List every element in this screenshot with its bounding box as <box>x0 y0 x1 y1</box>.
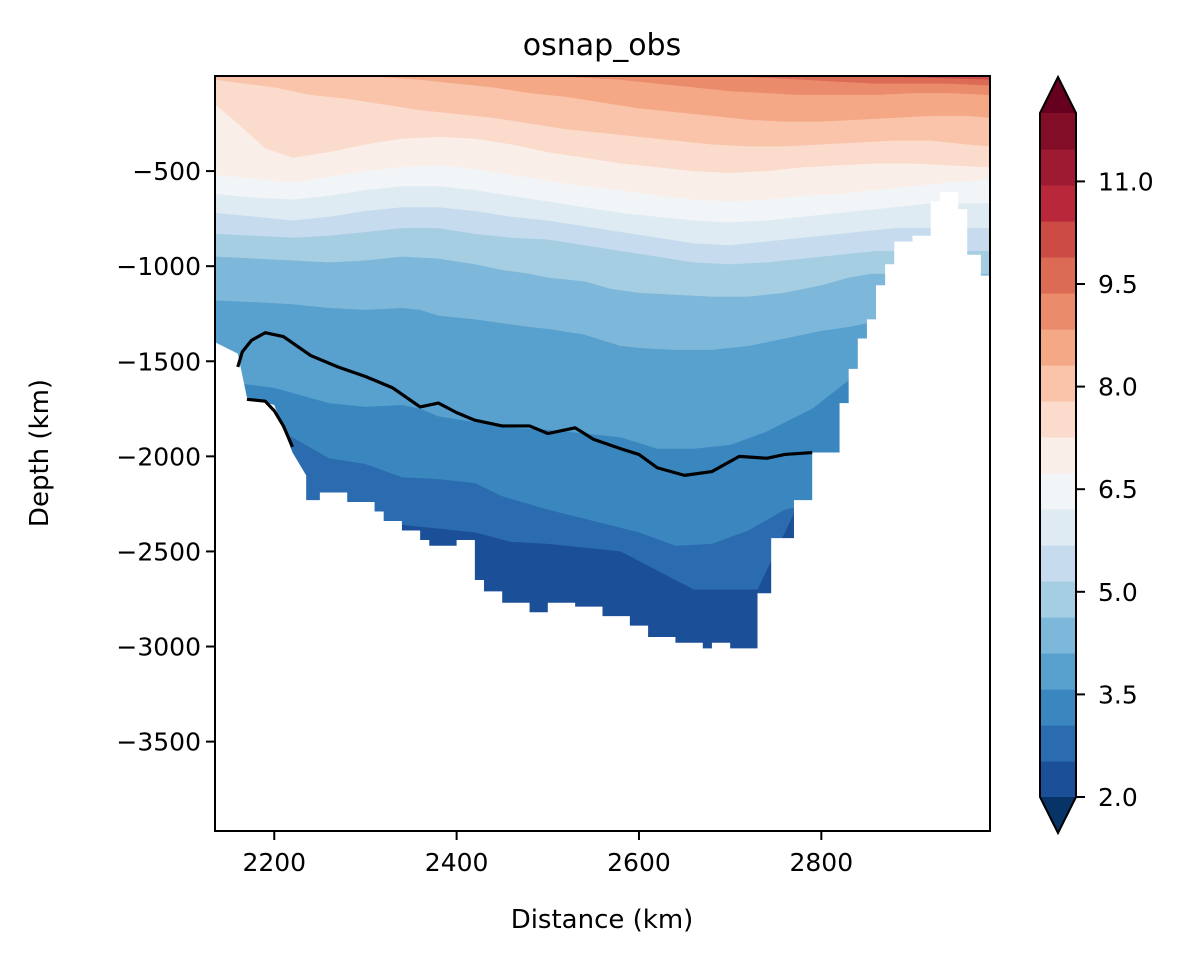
x-tick-label: 2200 <box>242 848 306 877</box>
plot-area <box>215 76 990 831</box>
y-tick-label: −2500 <box>116 537 201 566</box>
contour-line <box>236 331 813 477</box>
colorbar-tick-label: 11.0 <box>1098 167 1154 196</box>
colorbar-swatch <box>1040 257 1076 294</box>
colorbar-swatch <box>1040 617 1076 654</box>
y-tick-label: −3500 <box>116 728 201 757</box>
colorbar-tick-label: 6.5 <box>1098 475 1138 504</box>
x-axis: 2200 2400 2600 2800 <box>242 831 853 877</box>
y-tick-label: −3000 <box>116 633 201 662</box>
colorbar-tick-label: 3.5 <box>1098 680 1138 709</box>
colorbar-swatch <box>1040 329 1076 366</box>
colorbar-swatch <box>1040 437 1076 474</box>
colorbar-swatch <box>1040 509 1076 546</box>
chart-title: osnap_obs <box>523 28 681 63</box>
colorbar-swatch <box>1040 653 1076 690</box>
y-axis: −500 −1000 −1500 −2000 −2500 −3000 −3500 <box>116 157 215 757</box>
bathymetry-mask <box>215 192 990 831</box>
colorbar-swatch <box>1040 293 1076 330</box>
colorbar: 2.0 3.5 5.0 6.5 8.0 9.5 11.0 <box>1039 74 1154 836</box>
colorbar-swatch <box>1040 365 1076 402</box>
temperature-band <box>215 76 990 86</box>
y-tick-label: −1000 <box>116 252 201 281</box>
temperature-band <box>215 76 990 96</box>
colorbar-tick-label: 9.5 <box>1098 270 1138 299</box>
colorbar-swatch <box>1040 725 1076 762</box>
colorbar-swatch <box>1040 113 1076 150</box>
colorbar-outline <box>1039 74 1077 836</box>
colorbar-extend-top <box>1040 77 1076 113</box>
plot-frame <box>214 75 991 832</box>
colorbar-swatch <box>1040 473 1076 510</box>
colorbar-swatch <box>1040 149 1076 186</box>
x-axis-label: Distance (km) <box>511 905 694 935</box>
colorbar-swatch <box>1040 401 1076 438</box>
colorbar-swatch <box>1040 221 1076 258</box>
colorbar-tick-label: 5.0 <box>1098 578 1138 607</box>
x-tick-label: 2800 <box>790 848 854 877</box>
y-tick-label: −1500 <box>116 347 201 376</box>
y-axis-label: Depth (km) <box>25 379 55 527</box>
colorbar-swatch <box>1040 545 1076 582</box>
contour-line-lower <box>246 397 294 448</box>
colorbar-extend-bottom <box>1040 797 1076 833</box>
colorbar-tick-label: 2.0 <box>1098 783 1138 812</box>
x-tick-label: 2400 <box>425 848 489 877</box>
colorbar-swatch <box>1040 761 1076 798</box>
y-tick-label: −2000 <box>116 442 201 471</box>
colorbar-swatch <box>1040 689 1076 726</box>
temperature-bands <box>215 76 990 590</box>
x-tick-label: 2600 <box>607 848 671 877</box>
colorbar-tick-label: 8.0 <box>1098 373 1138 402</box>
y-tick-label: −500 <box>132 157 201 186</box>
colorbar-swatch <box>1040 581 1076 618</box>
colorbar-swatch <box>1040 185 1076 222</box>
